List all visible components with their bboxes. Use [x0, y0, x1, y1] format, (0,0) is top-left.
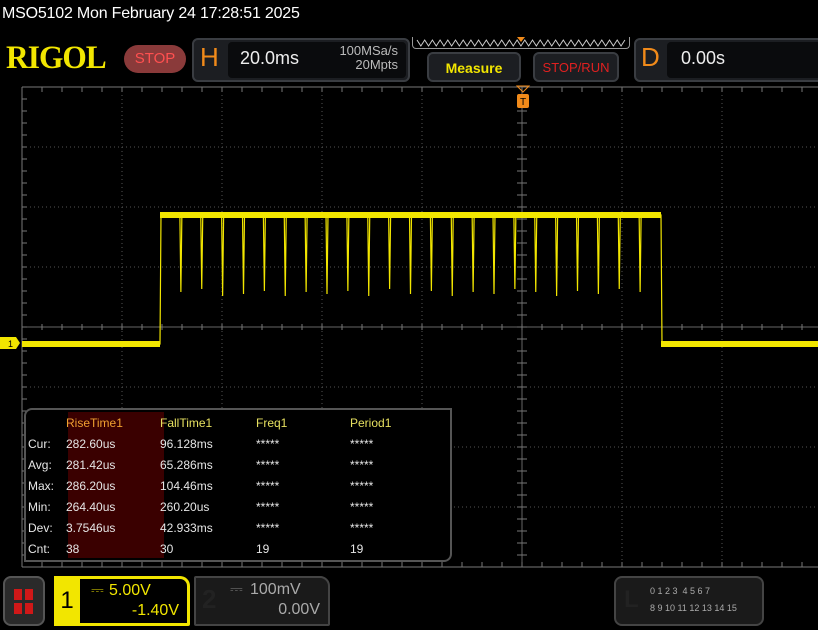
channel1-level-marker[interactable]: 1: [0, 337, 20, 349]
measurement-value: 3.7546us: [66, 521, 116, 535]
measurement-row-label: Avg:: [28, 458, 52, 472]
channel2-panel[interactable]: 2 ⎓ 100mV 0.00V: [194, 576, 330, 626]
measurement-row-label: Cur:: [28, 437, 51, 451]
measurement-value: 260.20us: [160, 500, 210, 514]
grid-menu-icon: [14, 589, 33, 614]
selected-column-highlight: [68, 412, 164, 558]
measurement-header[interactable]: Period1: [350, 416, 392, 430]
delay-value: 0.00s: [681, 48, 726, 68]
rigol-logo: RIGOL: [6, 40, 107, 76]
measurement-value: *****: [256, 458, 280, 472]
measurement-header[interactable]: FallTime1: [160, 416, 213, 430]
status-title: MSO5102 Mon February 24 17:28:51 2025: [2, 5, 300, 22]
trigger-marker-label: T: [520, 97, 526, 108]
ch2-number: 2: [202, 584, 217, 614]
waveform-display[interactable]: T 1: [0, 84, 818, 574]
horizontal-label: H: [200, 42, 219, 72]
coupling-dc-icon: ⎓: [91, 582, 104, 599]
ch2-scale: 100mV: [250, 581, 301, 598]
ch1-scale: 5.00V: [109, 582, 151, 599]
measurement-value: 30: [160, 542, 174, 556]
measurement-value: 281.42us: [66, 458, 116, 472]
measurement-value: 65.286ms: [160, 458, 213, 472]
measure-button[interactable]: Measure: [427, 52, 521, 82]
logic-channels-row1: 0 1 2 3 4 5 6 7: [650, 586, 711, 596]
trigger-position-marker[interactable]: T: [515, 85, 531, 108]
measurement-value: 96.128ms: [160, 437, 213, 451]
measurement-value: 282.60us: [66, 437, 116, 451]
sample-rate: 100MSa/s: [339, 43, 398, 58]
run-state-badge[interactable]: STOP: [124, 45, 186, 73]
coupling-dc-icon: ⎓: [230, 581, 243, 598]
measurement-value: *****: [350, 479, 374, 493]
measurement-row-label: Min:: [28, 500, 51, 514]
measurement-value: 19: [256, 542, 270, 556]
measurement-value: *****: [350, 500, 374, 514]
menu-button[interactable]: [3, 576, 45, 626]
channel1-trace: [22, 214, 818, 345]
measurement-value: *****: [350, 458, 374, 472]
measurement-value: 19: [350, 542, 364, 556]
ch1-offset: -1.40V: [131, 602, 179, 619]
measurement-value: *****: [350, 437, 374, 451]
logic-channels-row2: 8 9 10 11 12 13 14 15: [650, 603, 737, 613]
horizontal-inner: [228, 42, 406, 78]
measurement-value: *****: [256, 437, 280, 451]
logic-panel[interactable]: L 0 1 2 3 4 5 6 7 8 9 10 11 12 13 14 15: [614, 576, 764, 626]
measurement-value: 104.46ms: [160, 479, 213, 493]
delay-label: D: [641, 42, 660, 72]
measurement-value: *****: [350, 521, 374, 535]
measurement-row-label: Cnt:: [28, 542, 51, 556]
measurement-header[interactable]: RiseTime1: [66, 416, 123, 430]
channel1-marker-label: 1: [8, 339, 13, 349]
stop-run-button[interactable]: STOP/RUN: [533, 52, 619, 82]
memory-depth: 20Mpts: [355, 57, 398, 72]
acquisition-info: 100MSa/s 20Mpts: [318, 44, 398, 72]
measurement-value: *****: [256, 521, 280, 535]
ruler-zigzag-icon: [416, 37, 626, 47]
measurement-value: 264.40us: [66, 500, 116, 514]
trace-high-band: [160, 212, 661, 218]
ch1-number: 1: [54, 576, 80, 626]
measurement-table: RiseTime1 282.60us 281.42us 286.20us 264.40u…: [24, 408, 452, 562]
delay-inner: [667, 42, 818, 78]
measurement-header[interactable]: Freq1: [256, 416, 288, 430]
timebase-value: 20.0ms: [240, 48, 300, 68]
measurement-value: 286.20us: [66, 479, 116, 493]
measurement-row-label: Dev:: [28, 521, 53, 535]
measurement-value: *****: [256, 500, 280, 514]
logic-label: L: [624, 586, 639, 613]
ch2-offset: 0.00V: [278, 601, 320, 618]
measurement-value: 42.933ms: [160, 521, 213, 535]
memory-position-ruler[interactable]: [412, 37, 630, 49]
graticule: [21, 86, 818, 568]
measurement-row-label: Max:: [28, 479, 55, 493]
measurement-value: *****: [256, 479, 280, 493]
measurement-value: 38: [66, 542, 80, 556]
